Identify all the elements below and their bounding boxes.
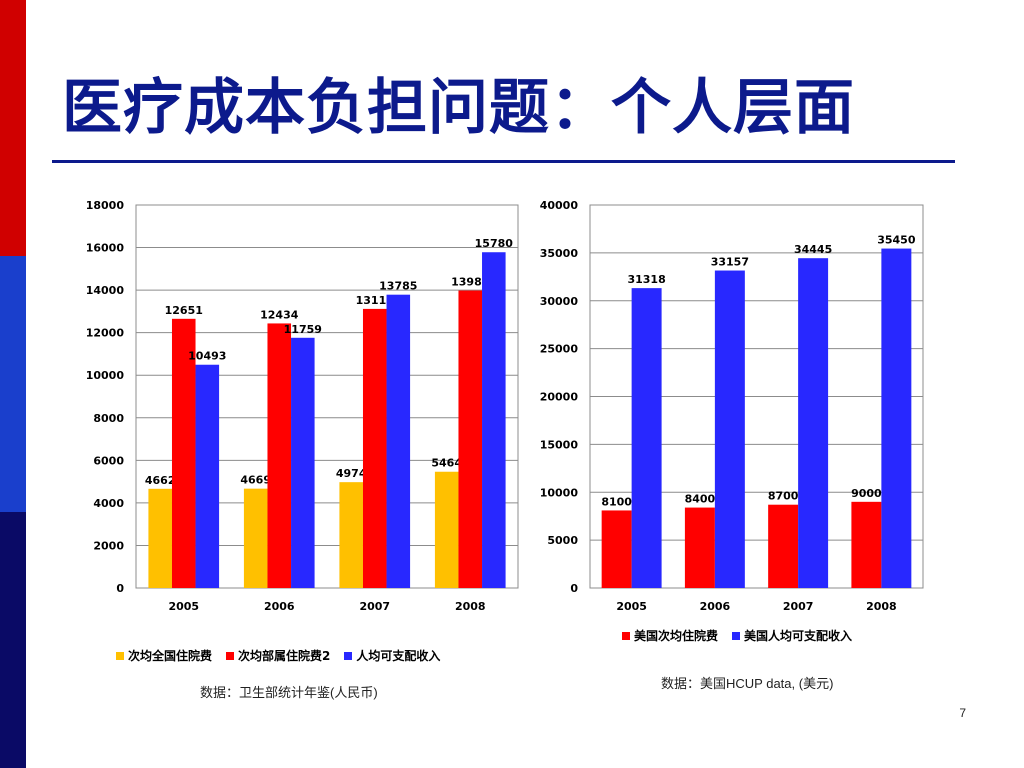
y-tick-label: 10000 [540, 486, 579, 499]
y-tick-label: 40000 [540, 199, 579, 212]
data-label: 10493 [188, 350, 226, 363]
bar [291, 337, 315, 588]
legend-us: 美国次均住院费 美国人均可支配收入 [622, 627, 852, 644]
y-tick-label: 16000 [86, 242, 125, 255]
legend-swatch [344, 651, 353, 660]
y-tick-label: 35000 [540, 247, 579, 260]
legend-label: 人均可支配收入 [356, 649, 441, 663]
data-label: 13117 [356, 294, 394, 307]
y-tick-label: 12000 [86, 327, 125, 340]
x-tick-label: 2008 [455, 600, 486, 613]
legend-swatch [732, 631, 741, 640]
data-label: 33157 [711, 256, 749, 269]
y-tick-label: 20000 [540, 391, 579, 404]
x-tick-label: 2005 [168, 600, 199, 613]
data-label: 13785 [379, 280, 417, 293]
bar [881, 248, 912, 588]
plot-area-border [135, 204, 519, 589]
x-tick-label: 2006 [264, 600, 295, 613]
page-number: 7 [959, 706, 966, 720]
y-tick-label: 18000 [86, 199, 125, 212]
bar [243, 488, 268, 588]
bar [631, 288, 662, 588]
data-label: 13981 [451, 276, 489, 289]
data-label: 11759 [284, 323, 322, 336]
bar [339, 482, 363, 588]
data-label: 9000 [851, 487, 882, 500]
y-tick-label: 10000 [86, 369, 125, 382]
bar [768, 504, 799, 588]
legend-china: 次均全国住院费 次均部属住院费2 人均可支配收入 [116, 647, 440, 664]
y-tick-label: 30000 [540, 295, 579, 308]
x-tick-label: 2007 [783, 600, 814, 613]
legend-item: 美国人均可支配收入 [732, 627, 852, 644]
legend-item: 次均部属住院费2 [226, 647, 330, 664]
bar [434, 471, 459, 588]
x-tick-label: 2005 [616, 600, 647, 613]
bar [851, 501, 882, 588]
legend-swatch [116, 651, 124, 660]
data-label: 15780 [475, 237, 514, 250]
bar [458, 290, 483, 588]
bar [267, 323, 292, 588]
x-tick-label: 2006 [700, 600, 731, 613]
source-note-us: 数据：美国HCUP data, (美元) [661, 676, 834, 691]
bar [171, 318, 196, 588]
y-tick-label: 25000 [540, 343, 579, 356]
y-tick-label: 5000 [547, 534, 578, 547]
y-tick-label: 4000 [93, 497, 124, 510]
source-note-china: 数据：卫生部统计年鉴(人民币) [200, 685, 378, 700]
data-label: 4662 [145, 474, 176, 487]
bar [601, 510, 632, 588]
side-bar-blue [0, 256, 26, 512]
data-label: 35450 [877, 234, 916, 247]
slide-title: 医疗成本负担问题：个人层面 [62, 73, 855, 143]
data-label: 31318 [627, 273, 665, 286]
bar [386, 294, 411, 588]
data-label: 8100 [601, 495, 632, 508]
data-label: 12434 [260, 308, 299, 321]
y-tick-label: 0 [116, 582, 124, 595]
legend-item: 次均全国住院费 [116, 647, 212, 664]
legend-label: 次均全国住院费 [128, 649, 213, 663]
data-label: 8700 [768, 490, 799, 503]
data-label: 4669 [240, 474, 271, 487]
bar [482, 252, 506, 588]
x-tick-label: 2008 [866, 600, 897, 613]
y-tick-label: 2000 [93, 539, 124, 552]
side-bar-red [0, 0, 26, 256]
x-tick-label: 2007 [359, 600, 390, 613]
legend-swatch [226, 651, 235, 660]
title-divider [52, 160, 955, 163]
y-tick-label: 8000 [93, 412, 124, 425]
y-tick-label: 15000 [540, 438, 579, 451]
bar [148, 488, 172, 588]
legend-item: 美国次均住院费 [622, 627, 718, 644]
bar [798, 258, 829, 588]
legend-label: 美国人均可支配收入 [744, 629, 853, 643]
legend-label: 次均部属住院费2 [238, 649, 331, 663]
data-label: 4974 [336, 467, 367, 480]
data-label: 8400 [685, 493, 716, 506]
bar [684, 507, 715, 588]
data-label: 34445 [794, 243, 832, 256]
data-label: 5464 [431, 457, 462, 470]
side-bar-navy [0, 512, 26, 768]
bar [714, 270, 745, 588]
legend-item: 人均可支配收入 [344, 647, 440, 664]
legend-swatch [622, 631, 630, 640]
y-tick-label: 0 [570, 582, 578, 595]
y-tick-label: 14000 [86, 284, 125, 297]
plot-area-border [589, 204, 924, 589]
data-label: 12651 [165, 304, 203, 317]
y-tick-label: 6000 [93, 454, 124, 467]
bar [362, 308, 387, 588]
bar [195, 364, 220, 588]
chart-china-hospital-costs: 0 2000 4000 6000 8000 10000 12000 14000 16000 180… [86, 199, 519, 613]
chart-us-hospital-costs: 0 5000 10000 15000 20000 25000 30000 35000 40000… [540, 199, 924, 613]
legend-label: 美国次均住院费 [634, 629, 719, 643]
